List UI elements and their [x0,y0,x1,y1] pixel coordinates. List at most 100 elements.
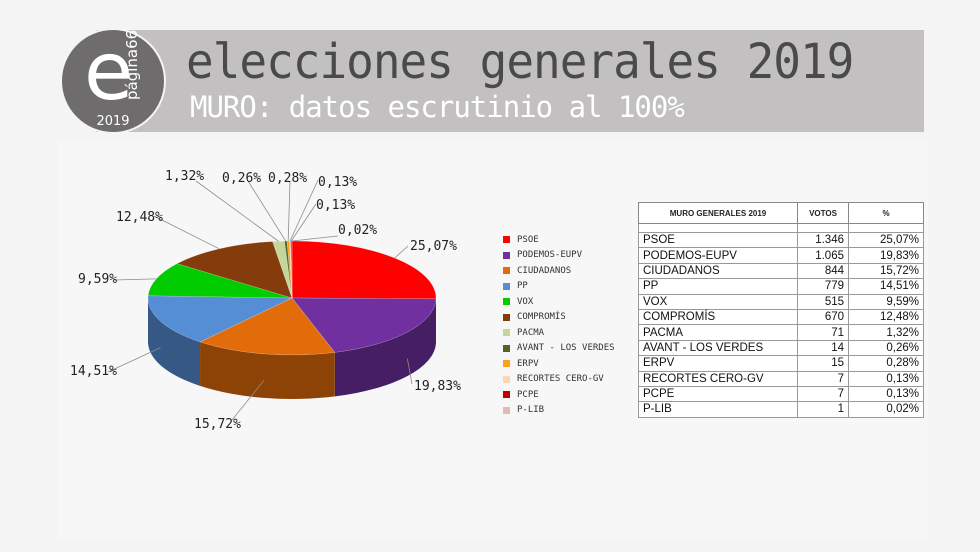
leader-line [290,203,317,242]
table-row: AVANT - LOS VERDES 14 0,26% [638,339,924,357]
table-cell-votes: 844 [797,262,849,280]
legend-swatch [503,251,510,259]
legend-label: PCPE [517,389,539,400]
legend-label: RECORTES CERO-GV [517,374,604,385]
legend-swatch [503,375,510,383]
legend-label: PSOE [517,234,539,245]
legend-label: AVANT - LOS VERDES [517,343,615,354]
table-cell-pct: 0,13% [848,370,924,387]
table-row: ERPV 15 0,28% [638,355,924,372]
legend-item: ERPV [503,356,615,372]
legend-label: PODEMOS-EUPV [517,250,583,261]
leader-line [247,180,287,242]
table-row: PACMA 71 1,32% [638,324,924,341]
leader-line [289,179,319,242]
legend-label: P-LIB [517,405,545,416]
legend-item: PSOE [503,232,615,248]
legend-item: PCPE [503,387,615,403]
data-label: 0,13% [316,198,355,213]
pie-slice [199,297,336,356]
legend-item: P-LIB [503,403,615,419]
data-label: 9,59% [78,272,117,287]
data-label: 12,48% [116,210,163,225]
pie-slice [291,297,437,353]
pie-chart: 25,07% 19,83% 15,72% 14,51% 9,59% 12,48% 1,32%… [70,169,461,432]
table-cell-pct: 12,48% [848,308,924,326]
table-cell-party: ERPV [638,355,798,372]
legend-swatch [503,267,510,275]
legend-swatch [503,298,510,306]
legend-label: CIUDADANOS [517,265,572,276]
legend-swatch [503,329,510,337]
table-row: P-LIB 1 0,02% [638,401,924,418]
table-cell-pct: 0,28% [848,355,924,372]
table-cell-pct: 14,51% [848,278,924,295]
pagina66-logo: e página66 2019 [60,28,166,134]
legend-item: AVANT - LOS VERDES [503,341,615,357]
page-title: elecciones generales 2019 [186,32,854,90]
data-label: 1,32% [165,169,204,184]
table-cell-pct: 19,83% [848,247,924,264]
table-cell-votes: 779 [797,278,849,295]
table-row: CIUDADANOS 844 15,72% [638,262,924,280]
table-cell-votes: 7 [797,370,849,387]
legend-item: PACMA [503,325,615,341]
leader-line [195,180,279,242]
pie-slice-side [148,298,201,386]
table-header-votes: VOTOS [797,202,849,224]
table-cell-pct: 0,13% [848,385,924,403]
legend-swatch [503,406,510,414]
table-header-pct: % [848,202,924,224]
legend-label: PP [517,281,528,292]
legend-label: COMPROMÍS [517,312,566,323]
table-cell-pct: 0,26% [848,339,924,357]
table-header-party: MURO GENERALES 2019 [638,202,798,224]
table-spacer-row [638,223,924,233]
table-cell-party: VOX [638,293,798,310]
legend-item: PODEMOS-EUPV [503,248,615,264]
leader-line [113,278,157,281]
pie-slice [147,263,293,299]
leader-line [406,358,413,385]
table-cell-party: P-LIB [638,401,798,418]
legend-item: VOX [503,294,615,310]
table-row: PP 779 14,51% [638,278,924,295]
table-cell-party: PSOE [638,231,798,249]
results-table: MURO GENERALES 2019 VOTOS % PSOE 1.346 25,… [638,202,924,418]
leader-line [291,235,339,242]
table-cell-votes: 1.346 [797,231,849,249]
page-subtitle: MURO: datos escrutinio al 100% [190,90,685,124]
table-cell-party: PCPE [638,385,798,403]
table-cell-votes: 15 [797,355,849,372]
legend-swatch [503,282,510,290]
pie-slice [284,240,293,299]
table-cell-pct: 9,59% [848,293,924,310]
table-cell-party: PODEMOS-EUPV [638,247,798,264]
pie-slice [291,240,437,300]
legend-label: ERPV [517,358,539,369]
table-cell-party: AVANT - LOS VERDES [638,339,798,357]
leader-line [287,180,291,242]
legend-item: RECORTES CERO-GV [503,372,615,388]
legend-item: PP [503,279,615,295]
table-cell-party: CIUDADANOS [638,262,798,280]
table-row: VOX 515 9,59% [638,293,924,310]
legend-swatch [503,236,510,244]
data-label: 15,72% [194,417,241,432]
data-label: 0,28% [268,171,307,186]
table-cell-party: PP [638,278,798,295]
table-cell-votes: 670 [797,308,849,326]
table-cell-votes: 1 [797,401,849,418]
table-cell-pct: 25,07% [848,231,924,249]
leader-line [153,215,220,250]
table-cell-pct: 15,72% [848,262,924,280]
legend-label: PACMA [517,327,545,338]
table-cell-votes: 515 [797,293,849,310]
data-label: 14,51% [70,364,117,379]
pie-slice [147,295,293,343]
table-row: PSOE 1.346 25,07% [638,231,924,249]
table-row: PODEMOS-EUPV 1.065 19,83% [638,247,924,264]
legend-swatch [503,391,510,399]
table-cell-pct: 0,02% [848,401,924,418]
table-cell-votes: 71 [797,324,849,341]
